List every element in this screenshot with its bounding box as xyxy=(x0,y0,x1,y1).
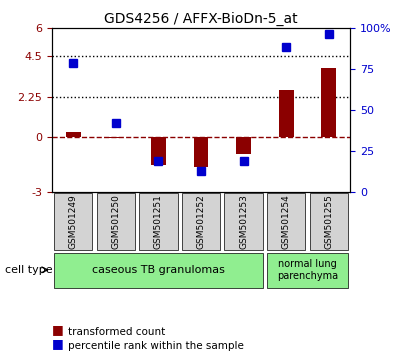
Text: GSM501250: GSM501250 xyxy=(111,194,120,249)
Text: ■: ■ xyxy=(52,337,64,350)
Text: percentile rank within the sample: percentile rank within the sample xyxy=(68,341,244,351)
Bar xyxy=(322,68,336,137)
FancyBboxPatch shape xyxy=(310,193,348,250)
FancyBboxPatch shape xyxy=(96,193,135,250)
FancyBboxPatch shape xyxy=(54,253,263,288)
FancyBboxPatch shape xyxy=(267,253,348,288)
Text: cell type: cell type xyxy=(4,265,52,275)
FancyBboxPatch shape xyxy=(224,193,263,250)
Text: normal lung
parenchyma: normal lung parenchyma xyxy=(277,259,338,281)
Text: GSM501253: GSM501253 xyxy=(239,194,248,249)
Bar xyxy=(66,132,80,137)
FancyBboxPatch shape xyxy=(54,193,92,250)
Bar xyxy=(151,137,166,165)
Bar xyxy=(236,137,251,154)
Text: GSM501251: GSM501251 xyxy=(154,194,163,249)
Text: GSM501255: GSM501255 xyxy=(324,194,334,249)
Bar xyxy=(108,137,123,138)
Text: GSM501252: GSM501252 xyxy=(197,194,205,249)
FancyBboxPatch shape xyxy=(267,193,306,250)
Text: transformed count: transformed count xyxy=(68,326,165,337)
Title: GDS4256 / AFFX-BioDn-5_at: GDS4256 / AFFX-BioDn-5_at xyxy=(104,12,298,26)
Text: GSM501254: GSM501254 xyxy=(282,194,291,249)
Text: GSM501249: GSM501249 xyxy=(68,194,78,249)
Bar xyxy=(279,90,294,137)
FancyBboxPatch shape xyxy=(182,193,220,250)
Bar xyxy=(193,137,209,167)
FancyBboxPatch shape xyxy=(139,193,178,250)
Text: caseous TB granulomas: caseous TB granulomas xyxy=(92,265,225,275)
Text: ■: ■ xyxy=(52,323,64,336)
